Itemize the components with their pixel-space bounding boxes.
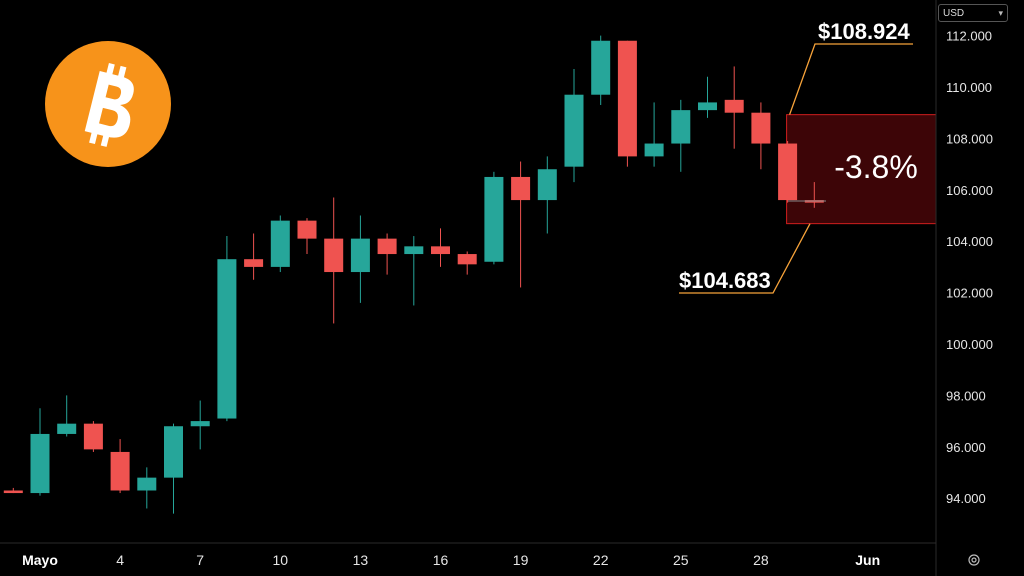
candle-body — [617, 40, 637, 157]
candle-body — [671, 110, 691, 144]
candle — [350, 215, 370, 303]
currency-label: USD — [943, 7, 965, 19]
candle — [698, 76, 717, 118]
y-tick-label: 110.000 — [946, 80, 992, 95]
y-tick-label: 100.000 — [946, 337, 993, 352]
currency-select[interactable]: USD ▾ — [938, 4, 1008, 22]
x-tick-label: Jun — [855, 552, 880, 568]
x-tick-label: 16 — [433, 552, 449, 568]
candle-body — [83, 423, 103, 450]
candle-body — [457, 254, 477, 265]
candle — [457, 251, 477, 275]
candle-body — [350, 238, 370, 273]
candle-body — [3, 490, 23, 494]
candle-body — [537, 169, 557, 201]
x-tick-label: 13 — [353, 552, 369, 568]
candle — [190, 400, 210, 450]
high-price-label: $108.924 — [818, 19, 911, 44]
candle — [137, 467, 157, 509]
bitcoin-logo — [45, 41, 171, 167]
settings-icon[interactable] — [966, 552, 982, 568]
x-tick-label: 10 — [273, 552, 289, 568]
candle-body — [110, 451, 130, 491]
candle — [110, 439, 130, 494]
candle-body — [137, 477, 157, 491]
candle — [83, 421, 103, 452]
candle — [30, 408, 50, 496]
candle — [778, 140, 798, 203]
candle — [751, 102, 771, 170]
candle — [57, 395, 77, 437]
candle-body — [698, 102, 717, 111]
candle — [724, 66, 744, 149]
candle-body — [297, 220, 317, 239]
price-axis[interactable]: 94.000 96.000 98.000 100.000 102.000 104.000 1… — [946, 29, 993, 507]
percent-change-label: -3.8% — [834, 149, 918, 185]
candle — [244, 233, 264, 280]
low-price-label: $104.683 — [679, 268, 771, 293]
candle — [297, 218, 317, 255]
x-tick-label: 25 — [673, 552, 689, 568]
candle-body — [190, 421, 210, 427]
x-tick-label: 4 — [116, 552, 124, 568]
candle-body — [644, 143, 664, 157]
candle — [617, 40, 637, 167]
candle-body — [404, 246, 424, 255]
candle-body — [591, 40, 611, 95]
candle-body — [164, 426, 183, 478]
candle-body — [511, 176, 531, 201]
chevron-down-icon: ▾ — [998, 7, 1003, 18]
high-callout-line — [788, 43, 913, 115]
candle — [431, 228, 450, 267]
x-tick-label: 19 — [513, 552, 529, 568]
candle — [217, 236, 237, 422]
candle-body — [324, 238, 344, 273]
y-tick-label: 108.000 — [946, 131, 993, 146]
y-tick-label: 112.000 — [946, 29, 992, 44]
candle — [377, 233, 397, 275]
candle — [324, 197, 344, 324]
candle — [270, 215, 290, 273]
candle — [644, 102, 664, 167]
candle-body — [30, 433, 50, 494]
candle — [511, 161, 531, 288]
candle-body — [724, 99, 744, 113]
candle-body — [751, 112, 771, 144]
price-drop-zone — [786, 114, 937, 225]
x-tick-label: Mayo — [22, 552, 58, 568]
x-tick-label: 22 — [593, 552, 609, 568]
y-tick-label: 102.000 — [946, 286, 993, 301]
y-tick-label: 98.000 — [946, 388, 986, 403]
candle-body — [564, 94, 584, 167]
x-tick-label: 28 — [753, 552, 769, 568]
time-axis[interactable]: Mayo 4 7 10 13 16 19 22 25 28 Jun — [22, 552, 880, 568]
candle — [404, 236, 424, 306]
candle-body — [217, 259, 237, 419]
candle — [671, 99, 691, 172]
candle — [164, 423, 183, 514]
bitcoin-icon — [84, 63, 134, 147]
low-callout-line — [679, 223, 811, 294]
candle-body — [484, 176, 504, 262]
candle-body — [244, 259, 264, 267]
candle-body — [57, 423, 77, 434]
y-tick-label: 96.000 — [946, 440, 986, 455]
candle — [564, 69, 584, 183]
y-tick-label: 106.000 — [946, 183, 993, 198]
y-tick-label: 104.000 — [946, 234, 993, 249]
candle — [537, 156, 557, 234]
y-tick-label: 94.000 — [946, 491, 986, 506]
candle-body — [431, 246, 450, 255]
candle — [484, 171, 504, 265]
candle-body — [377, 238, 397, 255]
candle-body — [778, 143, 798, 201]
x-tick-label: 7 — [196, 552, 204, 568]
candle — [3, 487, 23, 494]
candle — [591, 35, 611, 105]
candle-body — [270, 220, 290, 267]
